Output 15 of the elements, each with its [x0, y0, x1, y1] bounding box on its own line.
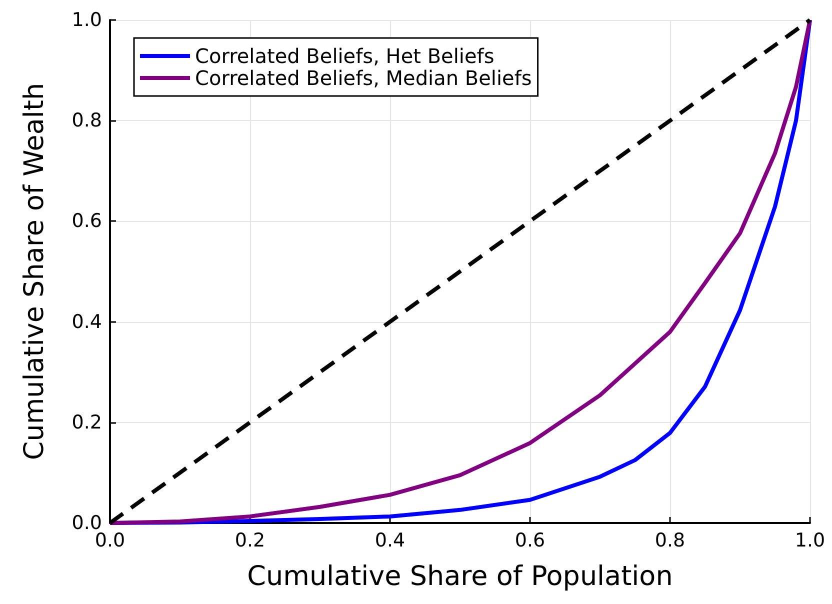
legend-label: Correlated Beliefs, Het Beliefs [195, 44, 494, 68]
legend-label: Correlated Beliefs, Median Beliefs [195, 66, 532, 90]
y-axis-title: Cumulative Share of Wealth [19, 82, 50, 460]
y-tick-label: 0.6 [72, 210, 102, 232]
x-tick-label: 0.0 [94, 530, 126, 552]
x-tick-label: 0.8 [654, 530, 686, 552]
x-tick-label: 0.2 [234, 530, 266, 552]
x-tick-label: 0.4 [374, 530, 406, 552]
x-axis-title: Cumulative Share of Population [247, 561, 673, 592]
y-tick-label: 0.2 [72, 411, 102, 434]
y-tick-label: 1.0 [72, 9, 102, 31]
x-tick-label: 1.0 [794, 530, 826, 552]
y-tick-label: 0.8 [72, 110, 102, 132]
x-tick-label: 0.6 [514, 530, 546, 552]
y-tick-label: 0.4 [72, 310, 102, 333]
